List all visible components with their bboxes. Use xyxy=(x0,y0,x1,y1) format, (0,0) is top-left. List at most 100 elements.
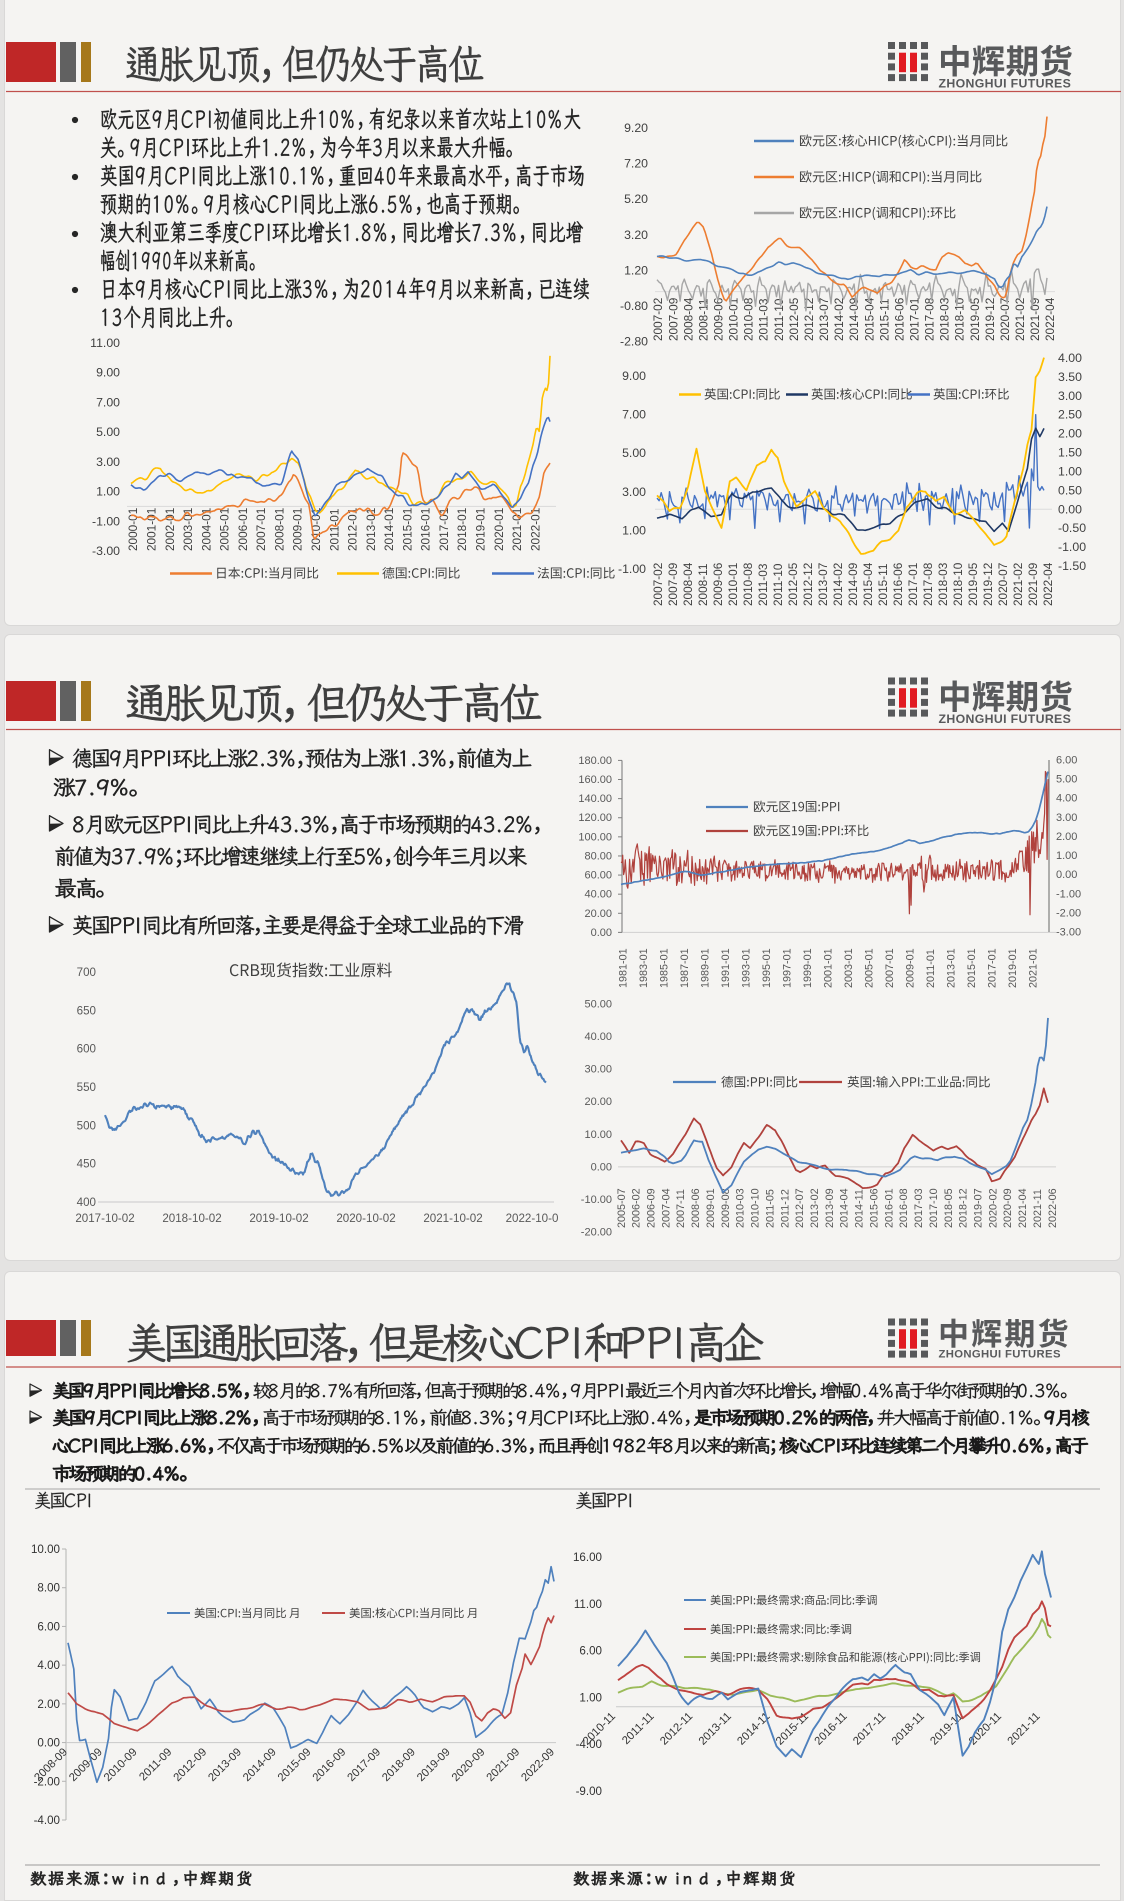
svg-text:2014-09: 2014-09 xyxy=(241,1746,279,1784)
svg-text:1995-01: 1995-01 xyxy=(761,948,773,988)
svg-text:2017-10: 2017-10 xyxy=(928,1188,940,1228)
svg-text:0.00: 0.00 xyxy=(37,1737,60,1750)
svg-text:1985-01: 1985-01 xyxy=(658,948,670,988)
svg-text:2016-01: 2016-01 xyxy=(419,508,433,551)
svg-text:2016-08: 2016-08 xyxy=(898,1188,910,1228)
svg-text:-9.00: -9.00 xyxy=(576,1785,602,1798)
svg-text:2016-09: 2016-09 xyxy=(311,1746,349,1784)
svg-text:2010-09: 2010-09 xyxy=(102,1746,140,1784)
svg-text:2007-11: 2007-11 xyxy=(675,1189,687,1228)
svg-text:2003-01: 2003-01 xyxy=(843,948,855,988)
svg-text:7.00: 7.00 xyxy=(96,395,120,409)
svg-text:2018-09: 2018-09 xyxy=(380,1746,418,1784)
svg-text:2013-02: 2013-02 xyxy=(809,1188,821,1228)
svg-text:1.20: 1.20 xyxy=(624,263,648,277)
svg-text:0.00: 0.00 xyxy=(591,1161,612,1173)
svg-text:5.00: 5.00 xyxy=(96,425,120,439)
svg-text:2011-11: 2011-11 xyxy=(620,1710,657,1747)
svg-text:1.50: 1.50 xyxy=(1058,446,1082,460)
svg-text:9.20: 9.20 xyxy=(624,121,648,135)
svg-text:180.00: 180.00 xyxy=(578,755,612,767)
svg-text:0.00: 0.00 xyxy=(1058,502,1082,516)
svg-text:4.00: 4.00 xyxy=(1056,793,1077,805)
svg-text:2012-07: 2012-07 xyxy=(794,1188,806,1228)
svg-text:2007-02: 2007-02 xyxy=(651,298,665,341)
svg-text:2018-11: 2018-11 xyxy=(890,1710,927,1747)
svg-text:2020-10-02: 2020-10-02 xyxy=(336,1212,395,1225)
svg-text:2014-02: 2014-02 xyxy=(831,563,845,606)
svg-text:2007-02: 2007-02 xyxy=(651,563,665,606)
svg-text:120.00: 120.00 xyxy=(578,812,612,824)
svg-text:2007-01: 2007-01 xyxy=(254,508,268,551)
svg-text:2011-03: 2011-03 xyxy=(756,563,770,606)
svg-text:-1.00: -1.00 xyxy=(618,562,646,576)
svg-text:2013-09: 2013-09 xyxy=(206,1746,244,1784)
svg-text:-3.00: -3.00 xyxy=(1056,927,1081,939)
svg-text:1989-01: 1989-01 xyxy=(699,948,711,988)
svg-text:650: 650 xyxy=(77,1004,96,1017)
svg-text:20.00: 20.00 xyxy=(584,1096,612,1108)
svg-text:50.00: 50.00 xyxy=(584,999,612,1011)
svg-text:5.20: 5.20 xyxy=(624,192,648,206)
svg-text:2017-09: 2017-09 xyxy=(345,1746,383,1784)
svg-text:2000-01: 2000-01 xyxy=(126,508,140,551)
svg-text:2011-01: 2011-01 xyxy=(327,509,341,551)
svg-text:-0.50: -0.50 xyxy=(1058,521,1086,535)
svg-text:4.00: 4.00 xyxy=(1058,351,1082,365)
svg-text:2019-10-02: 2019-10-02 xyxy=(249,1212,308,1225)
svg-text:3.00: 3.00 xyxy=(96,455,120,469)
svg-text:2006-02: 2006-02 xyxy=(631,1188,643,1228)
svg-text:9.00: 9.00 xyxy=(96,366,120,380)
svg-text:2.50: 2.50 xyxy=(1058,408,1082,422)
svg-text:10.00: 10.00 xyxy=(31,1543,60,1556)
svg-text:2014-09: 2014-09 xyxy=(846,563,860,606)
svg-text:1983-01: 1983-01 xyxy=(638,948,650,988)
svg-text:2022-10-0: 2022-10-0 xyxy=(506,1212,559,1225)
svg-text:-1.00: -1.00 xyxy=(1058,540,1086,554)
svg-text:2021-11: 2021-11 xyxy=(1006,1710,1043,1747)
svg-text:2011-01: 2011-01 xyxy=(925,949,937,988)
svg-text:2008-04: 2008-04 xyxy=(681,297,695,341)
svg-text:2019-09: 2019-09 xyxy=(415,1746,453,1784)
svg-text:2021-02: 2021-02 xyxy=(1011,563,1025,606)
svg-text:1997-01: 1997-01 xyxy=(781,948,793,988)
svg-text:2019-05: 2019-05 xyxy=(968,297,982,341)
svg-text:11.00: 11.00 xyxy=(90,336,120,350)
svg-text:2019-05: 2019-05 xyxy=(966,562,980,606)
svg-text:2011-10: 2011-10 xyxy=(771,563,785,606)
svg-text:2019-12: 2019-12 xyxy=(981,563,995,606)
svg-text:2013-07: 2013-07 xyxy=(816,563,830,606)
svg-text:2017-10-02: 2017-10-02 xyxy=(75,1212,134,1225)
svg-text:2015-01: 2015-01 xyxy=(400,508,414,551)
svg-text:2008-11: 2008-11 xyxy=(696,564,710,606)
svg-text:-20.00: -20.00 xyxy=(581,1227,612,1239)
svg-text:2021-09: 2021-09 xyxy=(1026,563,1040,606)
svg-text:2018-10: 2018-10 xyxy=(953,297,967,341)
svg-text:8.00: 8.00 xyxy=(37,1582,60,1595)
svg-text:-2.00: -2.00 xyxy=(34,1775,60,1788)
svg-text:2012-05: 2012-05 xyxy=(786,562,800,606)
svg-text:6.00: 6.00 xyxy=(579,1645,602,1658)
svg-text:2011-03: 2011-03 xyxy=(757,298,771,341)
svg-text:0.50: 0.50 xyxy=(1058,483,1082,497)
svg-text:2012-12: 2012-12 xyxy=(802,298,816,341)
svg-text:450: 450 xyxy=(77,1158,96,1171)
svg-text:2010-08: 2010-08 xyxy=(742,297,756,341)
svg-text:2007-04: 2007-04 xyxy=(660,1188,672,1228)
svg-text:2001-01: 2001-01 xyxy=(144,508,158,551)
svg-text:5.00: 5.00 xyxy=(622,446,646,460)
svg-text:2018-10-02: 2018-10-02 xyxy=(162,1212,221,1225)
svg-text:2021-04: 2021-04 xyxy=(1017,1188,1029,1228)
svg-text:550: 550 xyxy=(77,1081,96,1094)
svg-text:2013-09: 2013-09 xyxy=(824,1188,836,1228)
svg-text:2009-01: 2009-01 xyxy=(291,508,305,551)
svg-text:2009-01: 2009-01 xyxy=(904,948,916,988)
svg-text:2015-11: 2015-11 xyxy=(876,564,890,606)
svg-text:2014-01: 2014-01 xyxy=(382,508,396,551)
svg-text:2007-09: 2007-09 xyxy=(666,563,680,606)
svg-text:2.00: 2.00 xyxy=(1058,427,1082,441)
svg-text:2021-01: 2021-01 xyxy=(1027,948,1039,988)
svg-text:30.00: 30.00 xyxy=(584,1064,612,1076)
svg-text:9.00: 9.00 xyxy=(622,369,646,383)
svg-text:2004-01: 2004-01 xyxy=(199,508,213,551)
